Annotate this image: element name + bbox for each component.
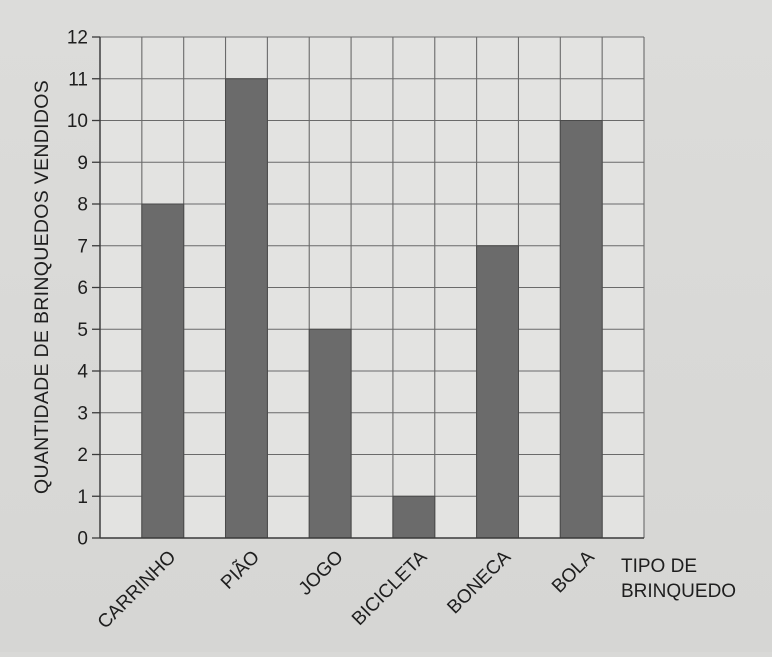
bar-bicicleta <box>392 495 436 539</box>
y-tick-label: 9 <box>77 153 88 174</box>
x-tick-label: PIÃO <box>216 546 264 594</box>
y-tick-label: 7 <box>77 236 88 257</box>
x-ticks: CARRINHO PIÃO JOGO BICICLETA BONECA BOLA <box>94 546 599 633</box>
y-tick-label: 10 <box>67 111 88 132</box>
bar-carrinho <box>141 203 185 539</box>
x-tick-label: BICICLETA <box>348 546 432 630</box>
x-tick-label: BOLA <box>548 546 599 597</box>
y-axis-label: QUANTIDADE DE BRINQUEDOS VENDIDOS <box>31 80 53 494</box>
y-tick-label: 0 <box>77 529 88 550</box>
y-tick-label: 1 <box>77 487 88 508</box>
x-tick-label: JOGO <box>295 547 348 600</box>
x-axis-label-line1: TIPO DE <box>621 556 697 577</box>
y-tick-label: 6 <box>77 278 88 299</box>
y-tick-label: 4 <box>77 362 88 383</box>
y-tick-label: 8 <box>77 195 88 216</box>
bars <box>141 78 603 539</box>
bar-pião <box>225 78 268 539</box>
bar-boneca <box>476 245 519 539</box>
bar-jogo <box>308 328 352 539</box>
y-tick-label: 11 <box>68 69 88 90</box>
x-tick-label: CARRINHO <box>94 547 181 634</box>
y-tick-label: 5 <box>77 320 88 341</box>
x-tick-label: BONECA <box>443 546 515 618</box>
x-axis-label-line2: BRINQUEDO <box>621 581 736 602</box>
y-tick-label: 12 <box>67 28 88 49</box>
bar-bola <box>559 120 603 539</box>
y-tick-label: 2 <box>77 445 88 466</box>
y-tick-label: 3 <box>77 403 88 424</box>
